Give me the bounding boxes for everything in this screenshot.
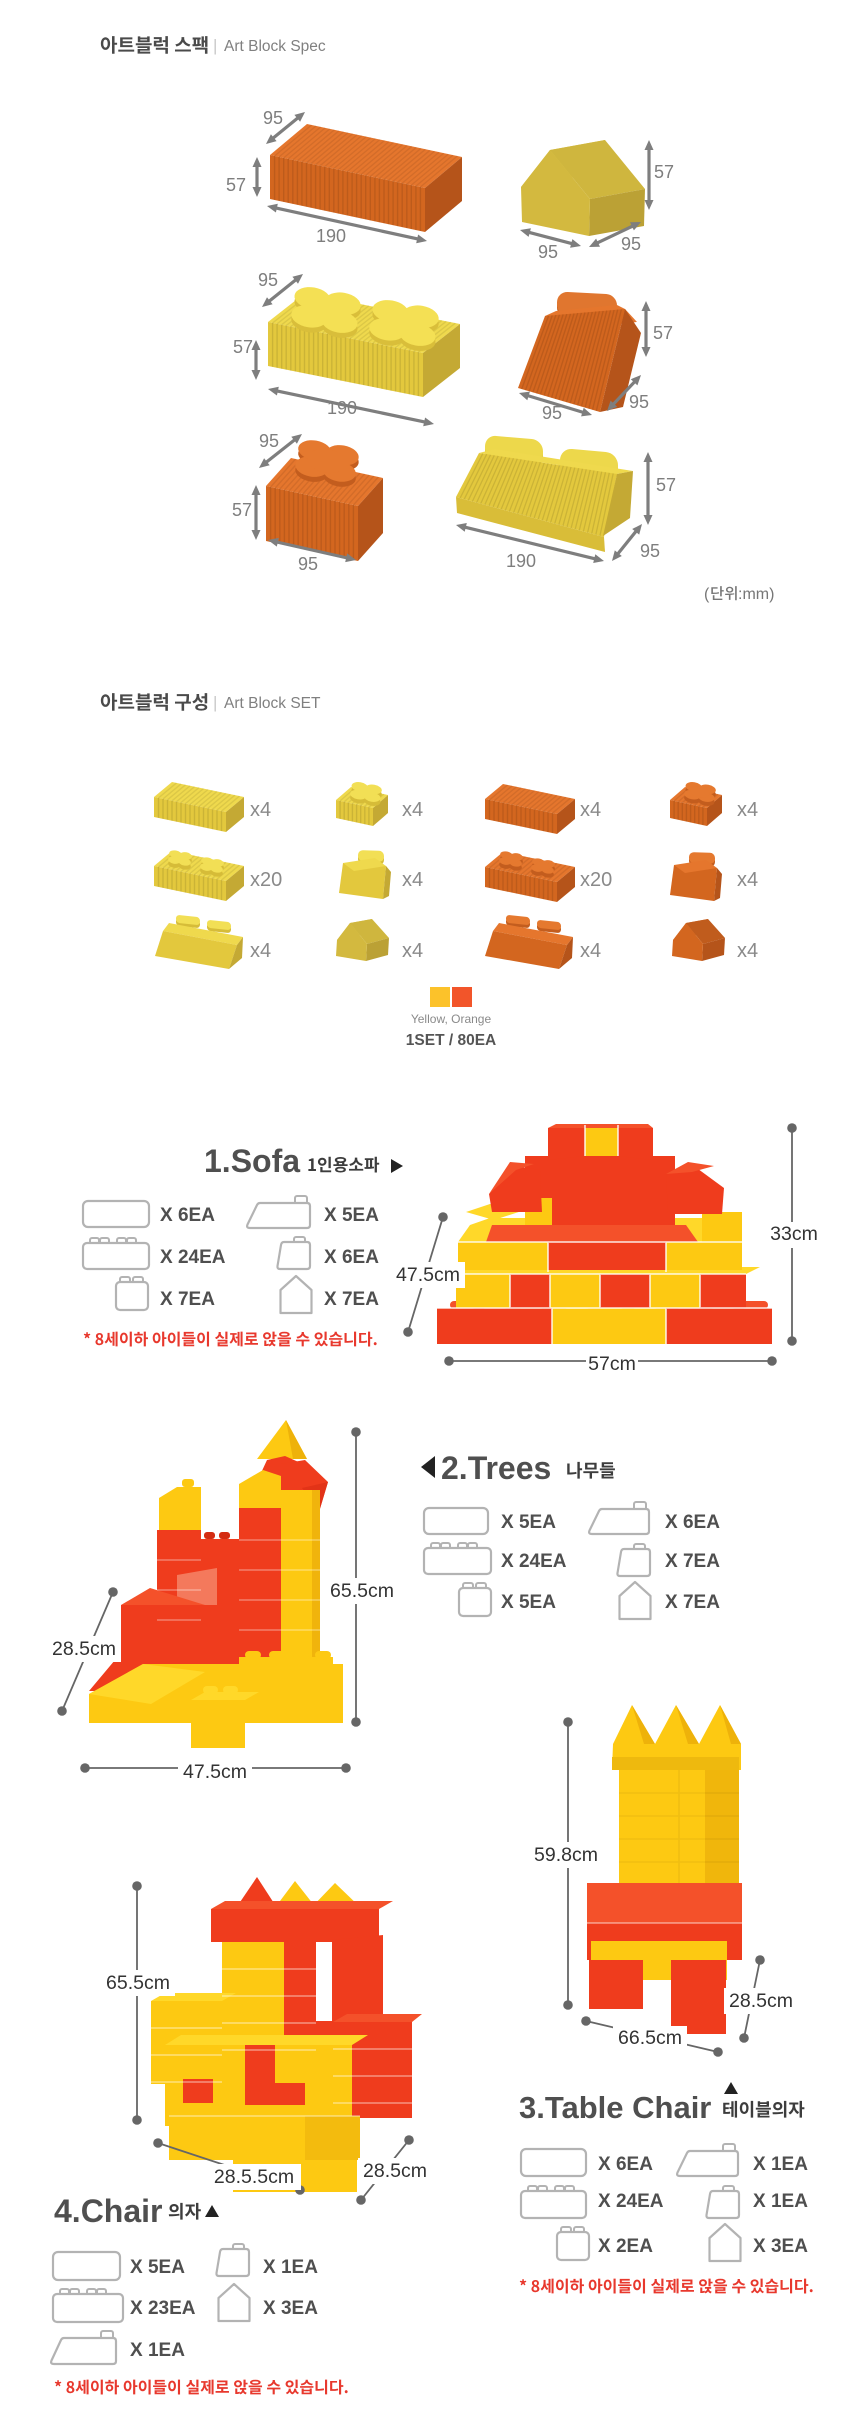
svg-text:66.5cm: 66.5cm	[618, 2027, 682, 2049]
svg-text:x20: x20	[250, 869, 282, 891]
svg-text:95: 95	[621, 234, 641, 254]
svg-text:X 3EA: X 3EA	[753, 2236, 808, 2257]
svg-text:X 7EA: X 7EA	[665, 1592, 720, 1613]
svg-text:57: 57	[233, 337, 253, 357]
svg-text:X 6EA: X 6EA	[665, 1512, 720, 1533]
svg-text:X 7EA: X 7EA	[665, 1551, 720, 1572]
svg-text:28.5.5cm: 28.5.5cm	[214, 2166, 294, 2188]
svg-text:57: 57	[653, 323, 673, 343]
svg-text:28.5cm: 28.5cm	[363, 2160, 427, 2182]
svg-text:X 7EA: X 7EA	[324, 1289, 379, 1310]
svg-text:x4: x4	[737, 940, 758, 962]
svg-text:95: 95	[640, 541, 660, 561]
svg-text:x4: x4	[250, 799, 271, 821]
svg-text:X 1EA: X 1EA	[753, 2191, 808, 2212]
svg-text:|: |	[213, 693, 217, 712]
svg-text:x4: x4	[402, 799, 423, 821]
svg-text:Art Block SET: Art Block SET	[224, 695, 321, 712]
svg-text:95: 95	[259, 431, 279, 451]
svg-text:x4: x4	[402, 869, 423, 891]
svg-text:3.Table Chair: 3.Table Chair	[519, 2090, 711, 2125]
svg-text:57: 57	[656, 475, 676, 495]
svg-text:57: 57	[226, 175, 246, 195]
svg-text::mm): :mm)	[738, 586, 774, 603]
svg-text:28.5cm: 28.5cm	[52, 1638, 116, 1660]
svg-text:X 5EA: X 5EA	[501, 1512, 556, 1533]
svg-text:59.8cm: 59.8cm	[534, 1844, 598, 1866]
svg-text:65.5cm: 65.5cm	[330, 1580, 394, 1602]
svg-text:X 7EA: X 7EA	[160, 1289, 215, 1310]
svg-text:x4: x4	[580, 940, 601, 962]
svg-text:x4: x4	[737, 799, 758, 821]
svg-text:33cm: 33cm	[770, 1223, 818, 1245]
svg-text:X 24EA: X 24EA	[160, 1247, 226, 1268]
svg-text:190: 190	[316, 226, 346, 246]
svg-text:57: 57	[232, 500, 252, 520]
svg-text:x20: x20	[580, 869, 612, 891]
svg-text:X 1EA: X 1EA	[753, 2154, 808, 2175]
svg-text:95: 95	[538, 242, 558, 262]
svg-text:2.Trees: 2.Trees	[441, 1450, 551, 1486]
svg-text:95: 95	[629, 392, 649, 412]
svg-text:Yellow, Orange: Yellow, Orange	[411, 1012, 492, 1026]
svg-text:X 3EA: X 3EA	[263, 2298, 318, 2319]
svg-text:X 5EA: X 5EA	[501, 1592, 556, 1613]
svg-text:95: 95	[258, 270, 278, 290]
svg-text:95: 95	[263, 108, 283, 128]
svg-text:x4: x4	[580, 799, 601, 821]
svg-text:X 1EA: X 1EA	[130, 2340, 185, 2361]
svg-text:47.5cm: 47.5cm	[183, 1761, 247, 1783]
svg-text:190: 190	[506, 551, 536, 571]
svg-text:X 24EA: X 24EA	[501, 1551, 567, 1572]
svg-text:|: |	[213, 36, 217, 55]
svg-text:95: 95	[542, 403, 562, 423]
svg-text:95: 95	[298, 554, 318, 574]
svg-text:1.Sofa: 1.Sofa	[204, 1143, 300, 1179]
svg-text:X 2EA: X 2EA	[598, 2236, 653, 2257]
svg-text:65.5cm: 65.5cm	[106, 1972, 170, 1994]
svg-text:X 1EA: X 1EA	[263, 2257, 318, 2278]
svg-text:X 5EA: X 5EA	[130, 2257, 185, 2278]
svg-text:28.5cm: 28.5cm	[729, 1990, 793, 2012]
svg-text:4.Chair: 4.Chair	[54, 2193, 162, 2229]
svg-text:X 6EA: X 6EA	[598, 2154, 653, 2175]
svg-text:X 23EA: X 23EA	[130, 2298, 196, 2319]
svg-text:X 5EA: X 5EA	[324, 1205, 379, 1226]
svg-text:57: 57	[654, 162, 674, 182]
svg-text:Art Block Spec: Art Block Spec	[224, 38, 326, 55]
svg-text:x4: x4	[737, 869, 758, 891]
svg-text:X 6EA: X 6EA	[324, 1247, 379, 1268]
svg-text:47.5cm: 47.5cm	[396, 1264, 460, 1286]
svg-text:X 6EA: X 6EA	[160, 1205, 215, 1226]
svg-text:57cm: 57cm	[588, 1353, 636, 1375]
svg-text:1SET / 80EA: 1SET / 80EA	[406, 1032, 496, 1049]
svg-text:(: (	[704, 586, 710, 603]
svg-text:x4: x4	[250, 940, 271, 962]
svg-text:x4: x4	[402, 940, 423, 962]
svg-text:X 24EA: X 24EA	[598, 2191, 664, 2212]
